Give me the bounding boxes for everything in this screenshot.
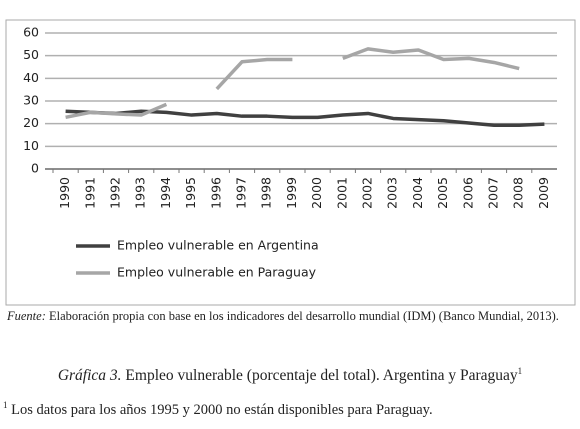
y-tick-label: 10: [23, 138, 39, 153]
x-tick-label: 1995: [183, 177, 198, 209]
legend-label: Empleo vulnerable en Paraguay: [117, 265, 317, 280]
x-tick-label: 1991: [82, 177, 97, 209]
x-tick-label: 2008: [511, 177, 526, 209]
x-tick-label: 1999: [284, 177, 299, 209]
x-tick-label: 2003: [385, 177, 400, 209]
source-note: Fuente: Elaboración propia con base en l…: [7, 308, 573, 324]
caption: Gráfica 3. Empleo vulnerable (porcentaje…: [0, 366, 580, 385]
footnote: 1 Los datos para los años 1995 y 2000 no…: [3, 400, 433, 419]
y-tick-label: 60: [23, 25, 39, 40]
x-tick-label: 1996: [208, 177, 223, 209]
x-tick-label: 1994: [158, 177, 173, 209]
x-tick-label: 1998: [259, 177, 274, 209]
source-text: Elaboración propia con base en los indic…: [49, 309, 559, 323]
chart-frame: [5, 19, 576, 306]
caption-text: Empleo vulnerable (porcentaje del total)…: [125, 367, 518, 385]
caption-label: Gráfica 3.: [57, 367, 122, 385]
footnote-mark: 1: [3, 400, 8, 410]
x-tick-label: 2006: [460, 177, 475, 209]
x-tick-label: 2002: [360, 177, 375, 209]
footnote-text: Los datos para los años 1995 y 2000 no e…: [11, 401, 433, 418]
y-tick-label: 0: [31, 161, 39, 176]
caption-footnote-mark: 1: [517, 366, 523, 376]
source-label: Fuente:: [7, 309, 46, 323]
x-tick-label: 2000: [309, 177, 324, 209]
x-tick-label: 2007: [486, 177, 501, 209]
x-tick-label: 1993: [133, 177, 148, 209]
series-line: [65, 47, 520, 120]
y-tick-label: 20: [23, 115, 39, 130]
x-tick-label: 1992: [108, 177, 123, 209]
y-tick-label: 50: [23, 47, 39, 62]
x-tick-label: 2009: [536, 177, 551, 209]
x-tick-label: 2004: [410, 177, 425, 209]
legend-label: Empleo vulnerable en Argentina: [117, 238, 319, 253]
y-tick-label: 40: [23, 70, 39, 85]
x-tick-label: 2005: [435, 177, 450, 209]
x-tick-label: 2001: [334, 177, 349, 209]
x-tick-label: 1997: [234, 177, 249, 209]
y-tick-label: 30: [23, 93, 39, 108]
x-tick-label: 1990: [57, 177, 72, 209]
